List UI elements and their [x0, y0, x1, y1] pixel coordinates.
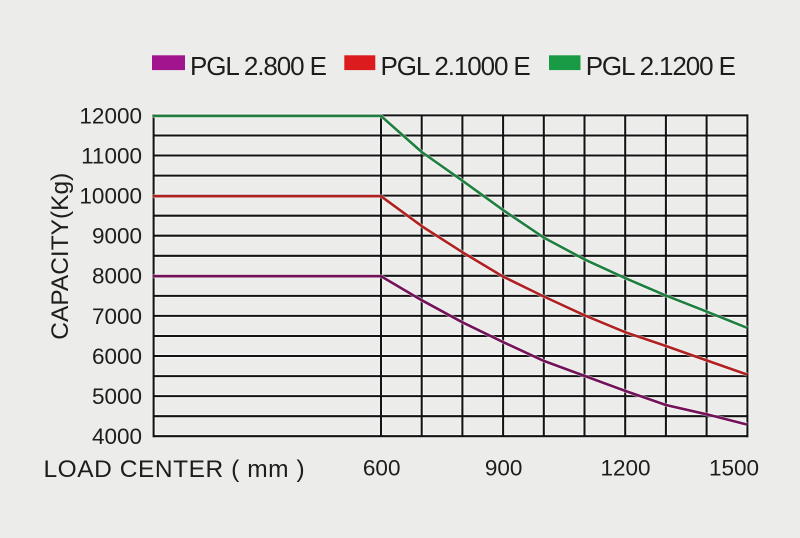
svg-text:600: 600 — [363, 455, 401, 480]
svg-text:6000: 6000 — [92, 344, 142, 369]
svg-text:LOAD CENTER ( mm ): LOAD CENTER ( mm ) — [44, 456, 306, 483]
svg-text:10000: 10000 — [79, 184, 142, 209]
svg-text:12000: 12000 — [79, 103, 142, 128]
svg-text:1200: 1200 — [600, 455, 650, 480]
svg-text:11000: 11000 — [81, 143, 142, 168]
svg-text:PGL 2.1000 E: PGL 2.1000 E — [381, 51, 531, 81]
svg-text:5000: 5000 — [92, 384, 142, 409]
svg-text:8000: 8000 — [92, 264, 142, 289]
svg-text:9000: 9000 — [92, 224, 142, 249]
svg-text:CAPACITY(Kg): CAPACITY(Kg) — [47, 173, 74, 340]
svg-text:PGL 2.1200 E: PGL 2.1200 E — [586, 51, 736, 81]
svg-text:4000: 4000 — [92, 424, 142, 449]
svg-text:PGL 2.800 E: PGL 2.800 E — [190, 51, 327, 81]
svg-text:900: 900 — [485, 455, 523, 480]
svg-text:7000: 7000 — [92, 304, 142, 329]
svg-text:1500: 1500 — [709, 455, 759, 480]
